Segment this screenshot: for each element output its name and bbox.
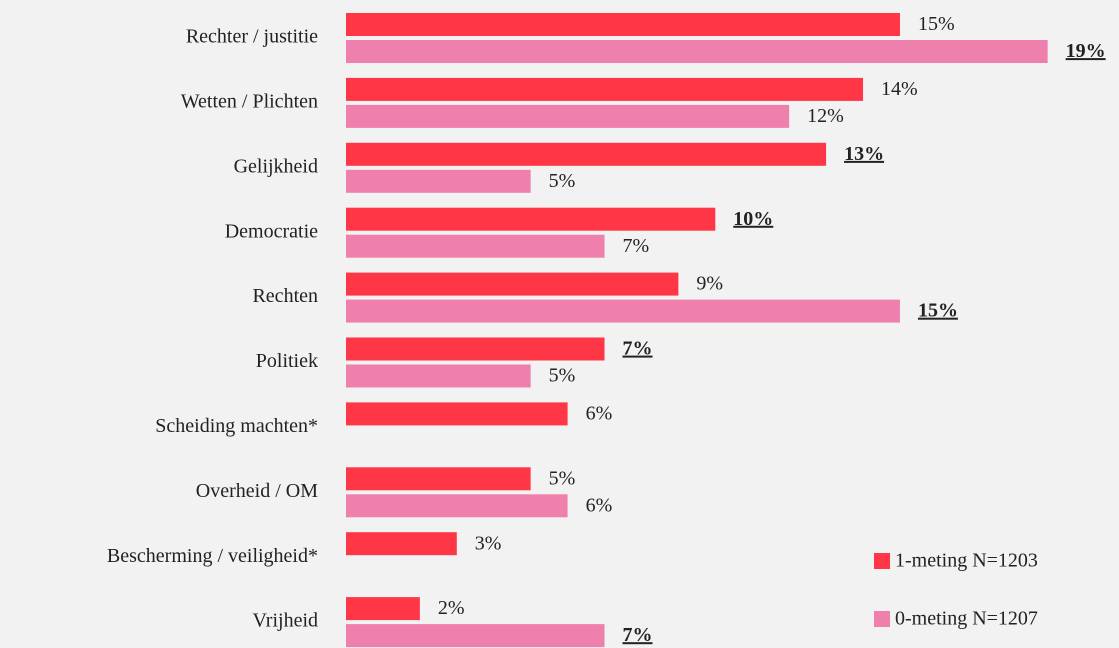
value-label: 14% — [881, 78, 918, 100]
category-label: Vrijheid — [253, 610, 318, 632]
value-label: 6% — [586, 494, 613, 516]
bar — [346, 402, 568, 426]
legend-swatch — [874, 553, 890, 569]
bar — [346, 467, 531, 491]
value-label: 19% — [1066, 40, 1106, 62]
bar — [346, 624, 605, 648]
value-label: 12% — [807, 105, 844, 127]
value-label: 7% — [623, 624, 653, 646]
category-label: Rechten — [252, 285, 318, 307]
value-label: 5% — [549, 365, 576, 387]
bar — [346, 13, 900, 36]
bar — [346, 364, 531, 388]
legend-swatch — [874, 611, 890, 627]
bar — [346, 77, 864, 101]
category-label: Bescherming / veiligheid* — [107, 545, 318, 567]
value-label: 5% — [549, 467, 576, 489]
category-label: Politiek — [256, 350, 318, 372]
value-label: 9% — [696, 273, 723, 295]
value-label: 3% — [475, 532, 502, 554]
value-label: 13% — [844, 143, 884, 165]
legend-label: 1-meting N=1203 — [895, 550, 1038, 572]
category-label: Rechter / justitie — [186, 26, 318, 48]
value-label: 2% — [438, 597, 465, 619]
bar — [346, 532, 457, 556]
value-label: 7% — [623, 338, 653, 360]
bar — [346, 494, 568, 518]
value-label: 15% — [918, 13, 955, 35]
category-label: Scheiding machten* — [155, 415, 318, 437]
bar — [346, 337, 605, 361]
bar — [346, 597, 420, 621]
legend-label: 0-meting N=1207 — [895, 608, 1038, 630]
bar — [346, 142, 827, 166]
category-label: Democratie — [225, 220, 318, 242]
value-label: 6% — [586, 402, 613, 424]
bar — [346, 40, 1048, 63]
bar — [346, 207, 716, 231]
value-label: 5% — [549, 170, 576, 192]
bar — [346, 234, 605, 258]
value-label: 7% — [623, 235, 650, 257]
bar — [346, 169, 531, 193]
category-label: Gelijkheid — [234, 155, 318, 177]
value-label: 10% — [733, 208, 773, 230]
value-label: 15% — [918, 300, 958, 322]
bar — [346, 272, 679, 296]
category-label: Wetten / Plichten — [181, 90, 318, 112]
bar — [346, 299, 900, 323]
bar — [346, 104, 790, 128]
category-label: Overheid / OM — [196, 480, 318, 502]
